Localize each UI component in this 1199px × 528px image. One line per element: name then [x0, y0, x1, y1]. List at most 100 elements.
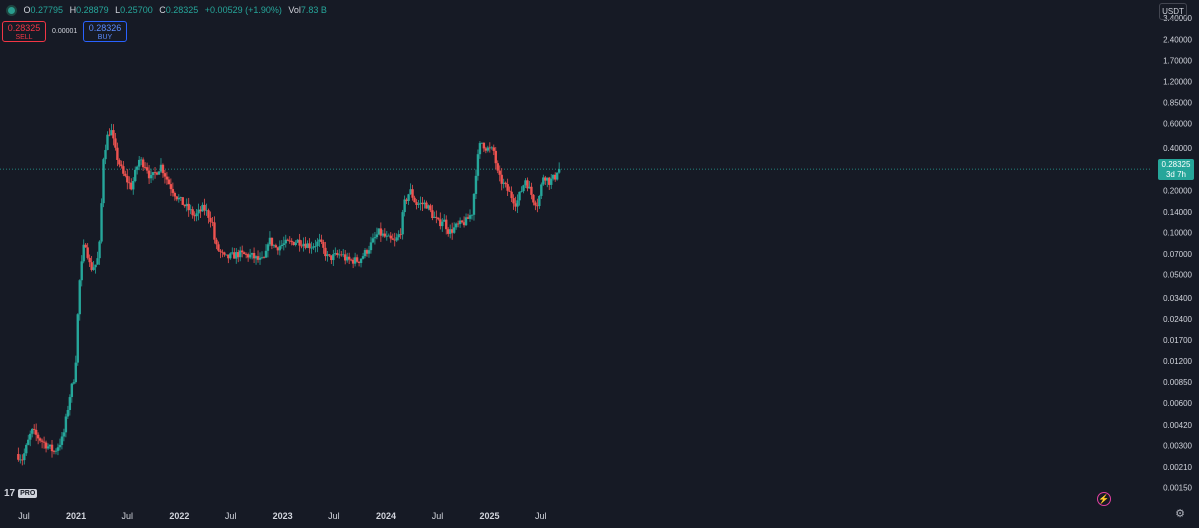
candle-body [393, 239, 396, 241]
candle-body [248, 254, 252, 258]
last-price-tag: 0.28325 3d 7h [1158, 159, 1194, 181]
candle-body [237, 252, 240, 258]
volume-label: Vol [288, 5, 301, 15]
candle-body [429, 205, 432, 211]
candle-body [342, 254, 345, 256]
candle-body [137, 159, 141, 167]
close-label: C [159, 5, 166, 15]
candle-body [70, 383, 74, 398]
candle-body [401, 212, 404, 235]
candle-body [361, 256, 365, 259]
candle-body [274, 245, 278, 248]
candle-body [330, 255, 333, 261]
y-tick-label: 0.14000 [1163, 208, 1192, 217]
candle-body [217, 244, 220, 251]
candle-body [239, 250, 242, 258]
candle-body [40, 440, 44, 442]
candle-body [488, 147, 492, 149]
candle-body [359, 258, 363, 263]
bolt-icon[interactable]: ⚡ [1097, 492, 1111, 506]
candle-body [296, 239, 299, 243]
candle-body [260, 257, 264, 259]
candle-body [268, 237, 272, 245]
y-tick-label: 0.60000 [1163, 120, 1192, 129]
candle-body [536, 205, 539, 207]
candle-body [276, 247, 280, 251]
candle-body [484, 148, 488, 151]
high-label: H [69, 5, 77, 15]
candle-body [266, 244, 270, 251]
candle-body [72, 382, 76, 384]
candle-body [369, 242, 373, 251]
candle-body [44, 442, 48, 449]
candle-body [456, 223, 460, 225]
candle-body [56, 447, 60, 451]
candle-body [391, 238, 394, 240]
candle-body [433, 216, 436, 219]
candle-body [365, 250, 369, 254]
brand-logo[interactable]: 17 PRO [4, 487, 38, 499]
candle-body [552, 174, 555, 179]
candle-body [132, 181, 135, 190]
candle-body [167, 179, 171, 185]
candle-body [145, 167, 149, 171]
candle-body [298, 239, 301, 246]
candle-body [355, 257, 359, 262]
sell-price: 0.28325 [7, 23, 41, 33]
candle-body [500, 174, 503, 184]
candle-body [403, 199, 406, 213]
candle-body [336, 253, 339, 255]
candle-body [147, 170, 151, 179]
y-tick-label: 0.03400 [1163, 294, 1192, 303]
candle-body [159, 164, 163, 172]
candle-body [42, 441, 46, 443]
candle-body [225, 254, 228, 256]
candle-body [492, 147, 495, 151]
x-tick-label: Jul [225, 511, 237, 521]
y-tick-label: 0.20000 [1163, 186, 1192, 195]
candle-body [466, 217, 470, 219]
candle-body [540, 184, 543, 196]
pro-badge: PRO [18, 488, 38, 498]
candle-body [27, 439, 30, 445]
candle-body [478, 143, 482, 155]
candle-body [532, 194, 535, 203]
candle-body [94, 264, 97, 268]
candle-body [514, 203, 517, 207]
candle-body [377, 228, 381, 235]
symbol-status-icon[interactable] [6, 5, 17, 17]
x-tick-label: 2021 [66, 511, 86, 521]
candle-body [407, 194, 410, 201]
candle-body [128, 182, 131, 184]
candle-body [340, 254, 343, 256]
candle-body [310, 247, 313, 249]
candle-body [86, 247, 89, 258]
candle-body [395, 237, 398, 241]
candle-body [557, 169, 561, 173]
sell-button[interactable]: 0.28325 SELL [2, 21, 46, 42]
candle-body [373, 237, 377, 239]
candle-body [213, 222, 216, 240]
candle-body [195, 213, 198, 217]
sell-label: SELL [15, 34, 33, 41]
candle-body [240, 250, 244, 253]
candle-body [464, 217, 468, 226]
candle-body [324, 247, 327, 257]
candle-body [468, 215, 472, 219]
gear-icon[interactable]: ⚙ [1175, 508, 1185, 520]
candle-body [496, 163, 499, 171]
low-label: L [115, 5, 121, 15]
candle-body [512, 198, 515, 204]
candle-body [235, 252, 238, 259]
candle-body [122, 166, 125, 174]
spread-value: 0.00001 [52, 28, 78, 35]
candle-body [139, 159, 143, 161]
y-tick-label: 1.70000 [1163, 56, 1192, 65]
candle-body [413, 197, 416, 203]
currency-button[interactable]: USDT [1159, 3, 1187, 20]
candle-body [550, 178, 553, 185]
candle-body [229, 253, 232, 259]
buy-button[interactable]: 0.28326 BUY [83, 21, 127, 42]
candle-body [338, 254, 341, 256]
